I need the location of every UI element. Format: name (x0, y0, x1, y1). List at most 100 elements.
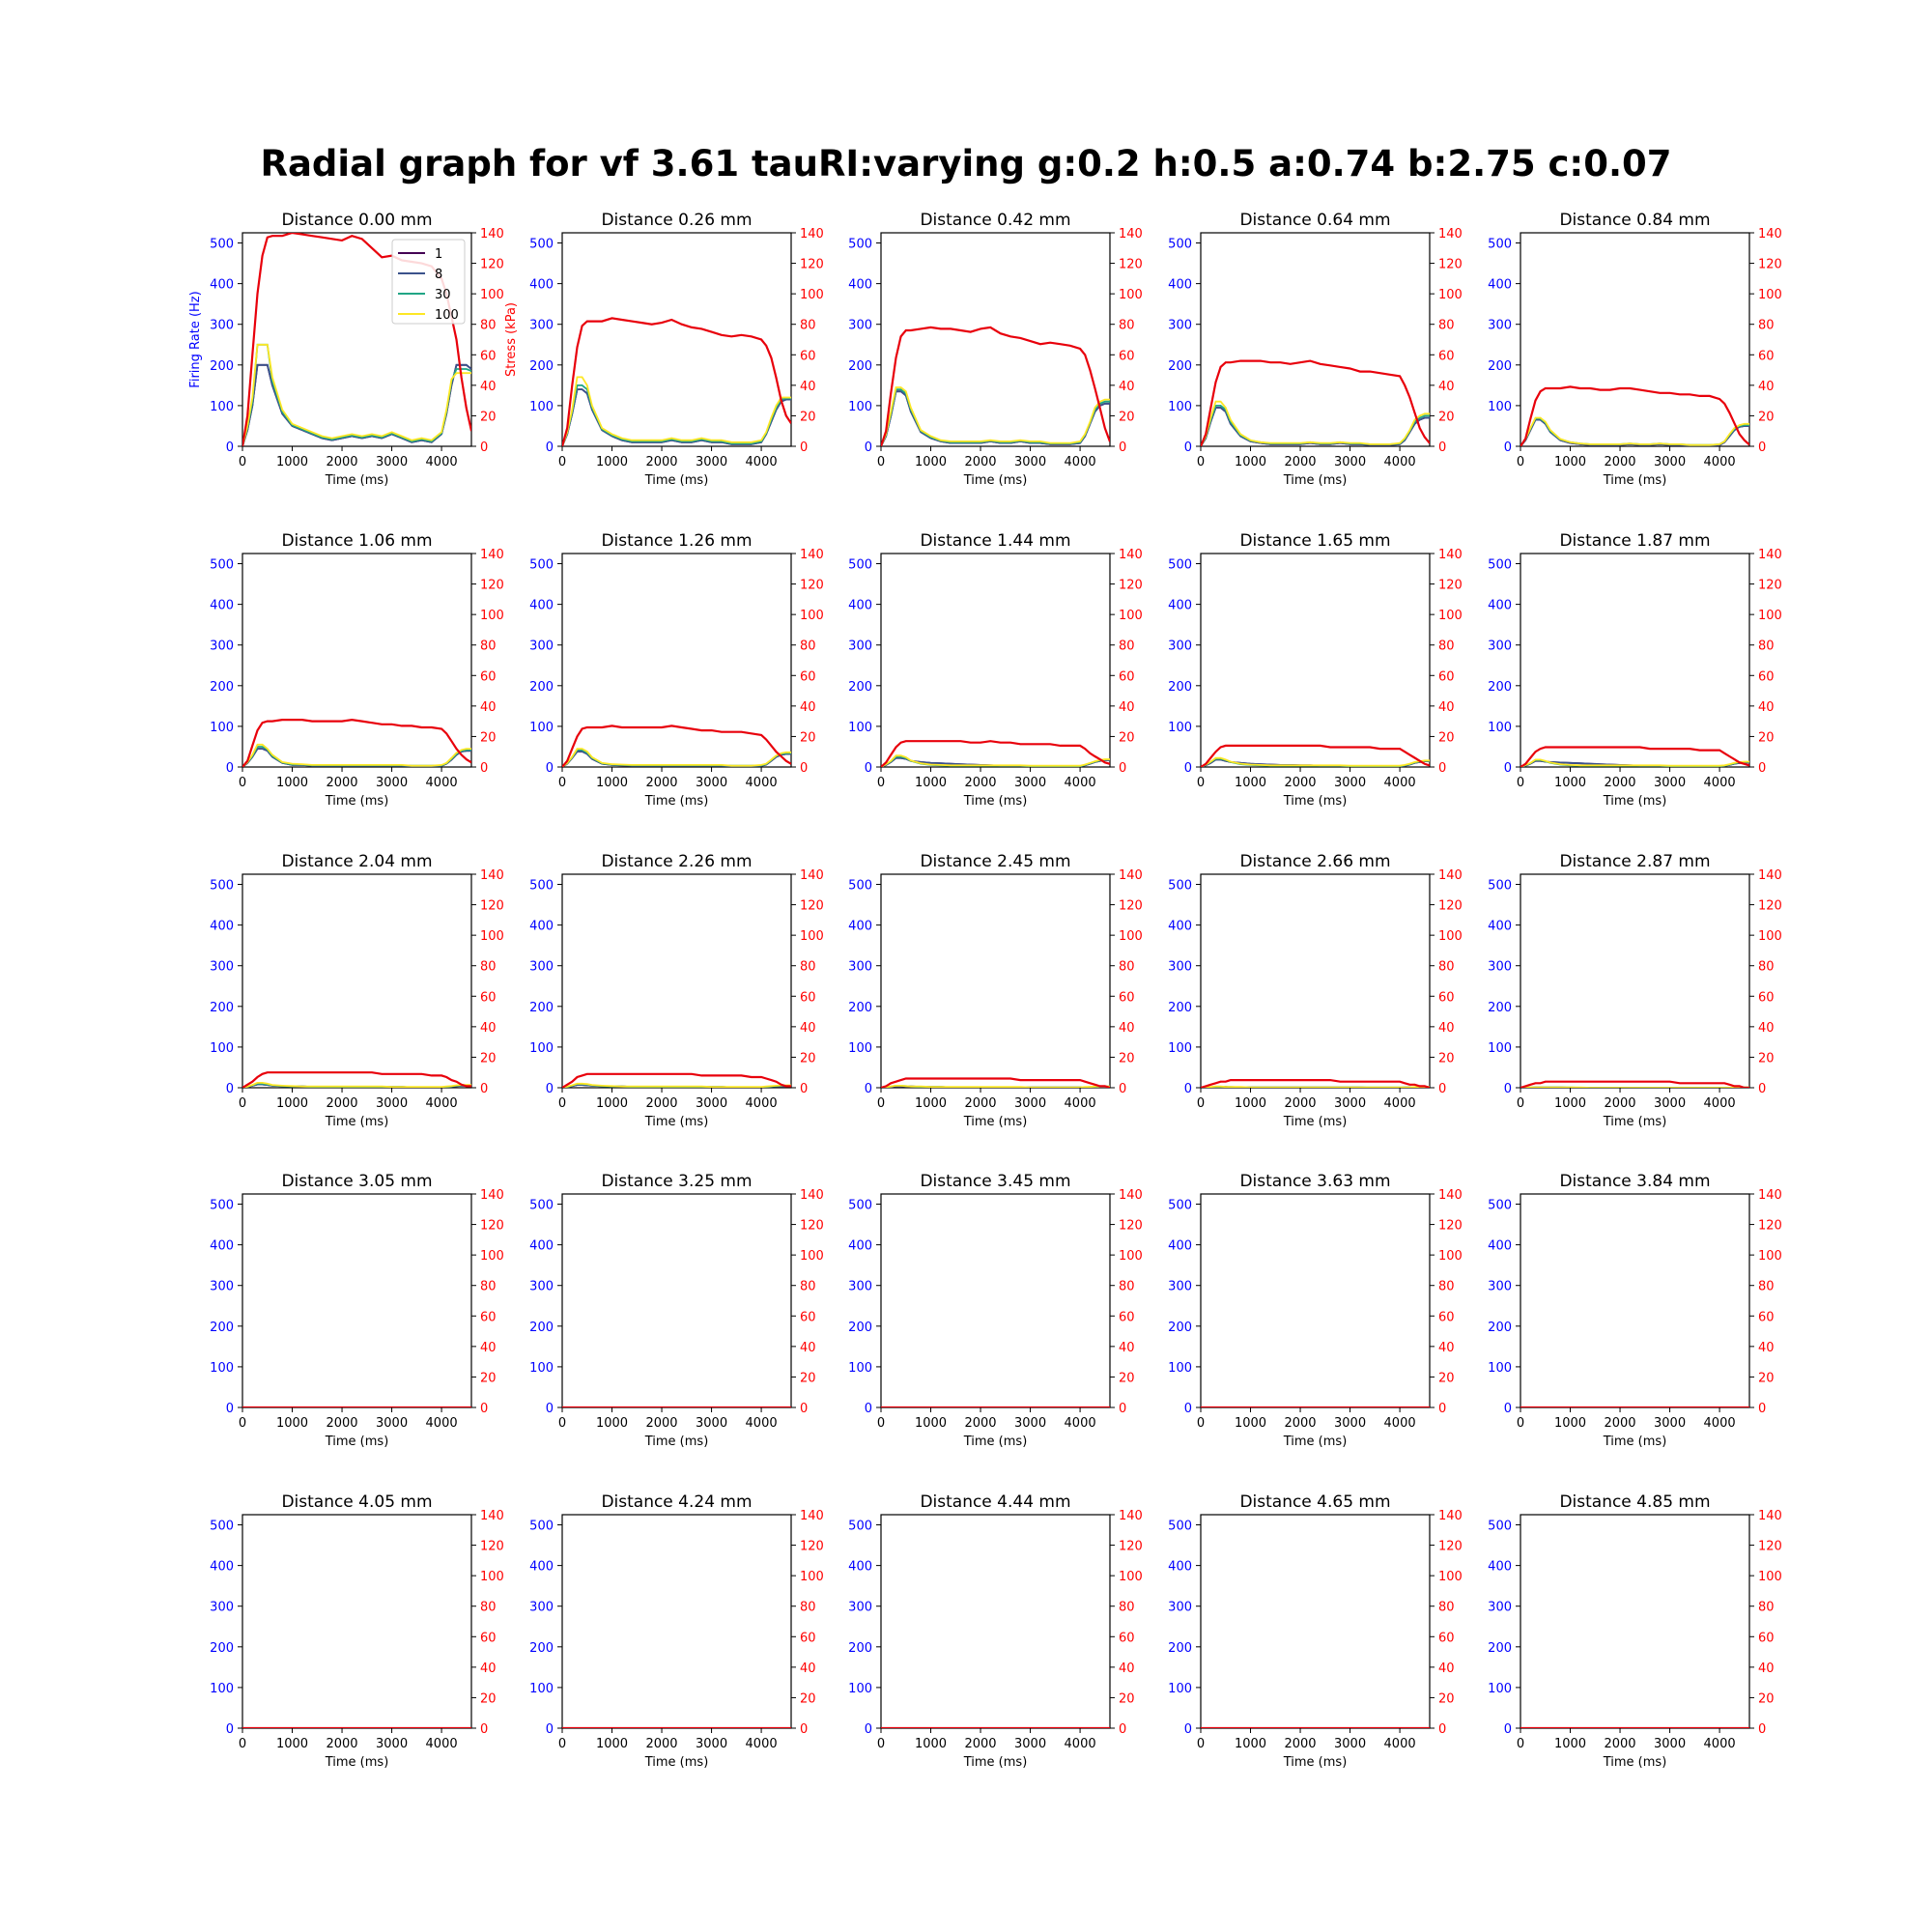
y-left-tick-label: 0 (546, 1082, 554, 1096)
y-left-tick-label: 0 (226, 440, 234, 455)
x-tick-label: 0 (239, 1737, 246, 1751)
y-left-tick-label: 400 (1168, 920, 1192, 934)
y-right-tick-label: 80 (480, 1280, 497, 1294)
y-right-tick-label: 120 (1438, 1219, 1463, 1234)
x-axis-label: Time (ms) (1603, 1755, 1667, 1770)
y-right-tick-label: 140 (800, 227, 824, 242)
y-left-tick-label: 300 (848, 1601, 872, 1615)
firing-rate-line-100 (1520, 758, 1749, 767)
y-left-tick-label: 0 (1184, 761, 1192, 776)
y-right-tick-label: 0 (800, 1082, 808, 1096)
plot-frame (1200, 232, 1431, 447)
y-right-tick-label: 40 (1438, 1021, 1455, 1036)
y-right-tick-label: 120 (1438, 258, 1463, 272)
x-tick-label: 4000 (1065, 1096, 1096, 1111)
y-left-tick-label: 300 (848, 319, 872, 333)
x-tick-label: 0 (1517, 455, 1524, 469)
y-left-tick-label: 200 (1488, 680, 1512, 695)
y-right-tick-label: 100 (1438, 1570, 1463, 1584)
y-left-tick-label: 0 (865, 761, 872, 776)
y-right-tick-label: 20 (800, 730, 816, 745)
y-left-tick-label: 100 (848, 1682, 872, 1696)
y-left-tick-label: 100 (848, 721, 872, 735)
y-right-tick-label: 80 (1119, 319, 1135, 333)
x-tick-label: 2000 (326, 1416, 357, 1431)
subplot-title: Distance 0.00 mm (281, 211, 432, 230)
y-left-tick-label: 300 (1168, 639, 1192, 654)
plot-area (562, 724, 791, 767)
x-tick-label: 2000 (1604, 1096, 1635, 1111)
y-right-tick-label: 0 (800, 1722, 808, 1737)
y-right-tick-label: 20 (1758, 1371, 1775, 1385)
y-right-tick-label: 40 (480, 380, 497, 394)
y-right-tick-label: 0 (1119, 1082, 1126, 1096)
x-tick-label: 4000 (746, 1737, 778, 1751)
plot-frame (880, 1514, 1111, 1729)
plot-frame (1200, 1193, 1431, 1408)
y-left-tick-label: 200 (210, 1321, 234, 1335)
y-right-tick-label: 80 (1758, 1280, 1775, 1294)
y-right-tick-label: 140 (800, 1509, 824, 1523)
y-left-tick-label: 0 (546, 1402, 554, 1416)
y-right-tick-label: 0 (1758, 761, 1766, 776)
y-right-tick-label: 140 (1438, 227, 1463, 242)
y-left-tick-label: 300 (1168, 1280, 1192, 1294)
y-right-tick-label: 0 (1438, 1082, 1446, 1096)
legend: 1 8 30 100 (391, 239, 466, 325)
x-tick-label: 0 (239, 1416, 246, 1431)
y-left-tick-label: 100 (1168, 1361, 1192, 1376)
y-left-tick-label: 400 (1488, 278, 1512, 293)
y-right-tick-label: 60 (800, 1631, 816, 1645)
y-right-tick-label: 100 (480, 1249, 504, 1264)
y-right-tick-label: 80 (1119, 1601, 1135, 1615)
x-tick-label: 2000 (1284, 776, 1316, 790)
y-left-tick-label: 100 (848, 1041, 872, 1056)
y-left-tick-label: 500 (1168, 1199, 1192, 1213)
y-left-tick-label: 0 (1184, 1722, 1192, 1737)
x-axis-label: Time (ms) (963, 1435, 1028, 1449)
y-left-tick-label: 400 (1488, 1560, 1512, 1575)
y-left-tick-label: 200 (1488, 1321, 1512, 1335)
plot-frame (1520, 1514, 1750, 1729)
y-left-tick-label: 300 (1488, 1280, 1512, 1294)
y-right-tick-label: 40 (480, 1341, 497, 1355)
plot-frame (242, 873, 472, 1089)
y-right-tick-label: 60 (480, 669, 497, 684)
y-left-tick-label: 200 (848, 1641, 872, 1656)
y-right-tick-label: 80 (1758, 639, 1775, 654)
y-left-tick-label: 0 (226, 1402, 234, 1416)
x-tick-label: 2000 (645, 455, 677, 469)
y-right-tick-label: 60 (800, 990, 816, 1005)
firing-rate-line-8 (242, 363, 471, 446)
stress-line (242, 1071, 471, 1088)
x-tick-label: 3000 (1014, 455, 1046, 469)
y-left-tick-label: 400 (848, 920, 872, 934)
y-left-tick-label: 300 (848, 1280, 872, 1294)
y-right-tick-label: 140 (1119, 1509, 1143, 1523)
y-right-tick-label: 120 (1119, 899, 1143, 914)
y-right-tick-label: 20 (1758, 1051, 1775, 1065)
x-tick-label: 3000 (1334, 1096, 1366, 1111)
stress-line (562, 724, 791, 767)
y-right-axis-label: Stress (kPa) (504, 302, 519, 377)
x-tick-label: 3000 (376, 1416, 408, 1431)
y-right-tick-label: 20 (1438, 730, 1455, 745)
y-left-tick-label: 300 (529, 1280, 554, 1294)
y-right-tick-label: 40 (1119, 700, 1135, 715)
y-right-tick-label: 20 (800, 1371, 816, 1385)
y-right-tick-label: 20 (1119, 1051, 1135, 1065)
y-left-tick-label: 300 (210, 1601, 234, 1615)
plot-frame (880, 232, 1111, 447)
x-tick-label: 3000 (1334, 1737, 1366, 1751)
y-right-tick-label: 140 (480, 868, 504, 883)
y-right-tick-label: 120 (800, 1540, 824, 1554)
stress-line (1520, 385, 1749, 446)
x-tick-label: 3000 (696, 776, 727, 790)
y-left-tick-label: 400 (848, 1239, 872, 1254)
y-right-tick-label: 20 (800, 1051, 816, 1065)
y-right-tick-label: 120 (1758, 258, 1782, 272)
plot-area (1201, 359, 1430, 446)
